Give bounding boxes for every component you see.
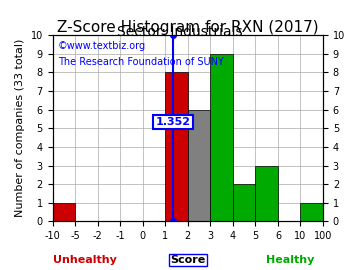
Text: The Research Foundation of SUNY: The Research Foundation of SUNY — [58, 58, 224, 68]
Text: Score: Score — [170, 255, 206, 265]
Bar — [255, 166, 278, 221]
Bar — [233, 184, 255, 221]
Text: ©www.textbiz.org: ©www.textbiz.org — [58, 41, 146, 51]
Bar — [53, 203, 75, 221]
Bar — [165, 72, 188, 221]
Title: Z-Score Histogram for RXN (2017): Z-Score Histogram for RXN (2017) — [57, 20, 319, 35]
Bar — [301, 203, 323, 221]
Bar — [188, 110, 210, 221]
Bar — [210, 54, 233, 221]
Text: Unhealthy: Unhealthy — [53, 255, 117, 265]
Y-axis label: Number of companies (33 total): Number of companies (33 total) — [15, 39, 25, 217]
Text: 1.352: 1.352 — [156, 117, 191, 127]
Text: Sector: Industrials: Sector: Industrials — [117, 25, 243, 39]
Text: Healthy: Healthy — [266, 255, 315, 265]
